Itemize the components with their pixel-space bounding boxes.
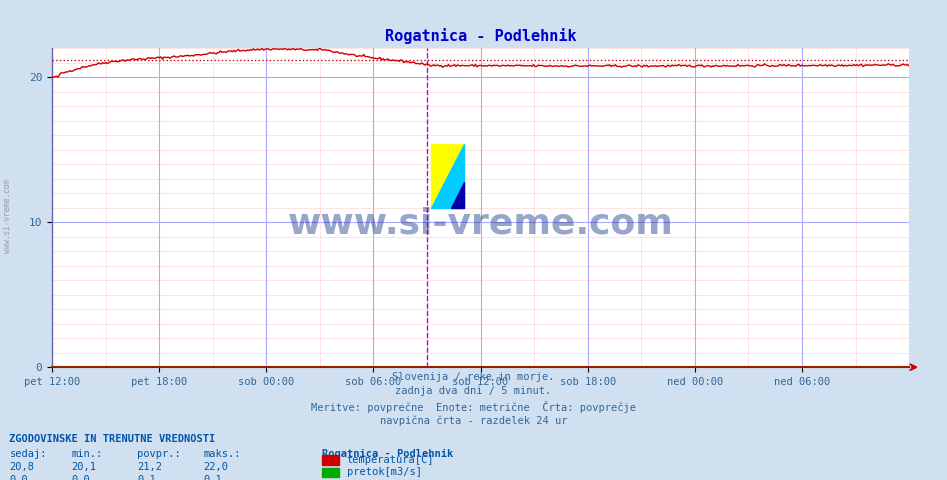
Text: 0,1: 0,1 — [204, 475, 223, 480]
Polygon shape — [451, 182, 464, 208]
Text: navpična črta - razdelek 24 ur: navpična črta - razdelek 24 ur — [380, 415, 567, 426]
Text: ZGODOVINSKE IN TRENUTNE VREDNOSTI: ZGODOVINSKE IN TRENUTNE VREDNOSTI — [9, 434, 216, 444]
Text: 20,8: 20,8 — [9, 462, 34, 472]
Text: povpr.:: povpr.: — [137, 449, 181, 459]
Text: Meritve: povprečne  Enote: metrične  Črta: povprečje: Meritve: povprečne Enote: metrične Črta:… — [311, 401, 636, 413]
Title: Rogatnica - Podlehnik: Rogatnica - Podlehnik — [384, 28, 577, 44]
Polygon shape — [431, 144, 464, 208]
Text: Rogatnica - Podlehnik: Rogatnica - Podlehnik — [322, 449, 454, 459]
Text: Slovenija / reke in morje.: Slovenija / reke in morje. — [392, 372, 555, 382]
Text: 22,0: 22,0 — [204, 462, 228, 472]
Text: 0,1: 0,1 — [137, 475, 156, 480]
Text: www.si-vreme.com: www.si-vreme.com — [288, 206, 673, 240]
Text: sedaj:: sedaj: — [9, 449, 47, 459]
Text: 0,0: 0,0 — [9, 475, 28, 480]
Text: www.si-vreme.com: www.si-vreme.com — [3, 179, 12, 253]
Text: 0,0: 0,0 — [71, 475, 90, 480]
Text: 21,2: 21,2 — [137, 462, 162, 472]
Text: min.:: min.: — [71, 449, 102, 459]
Polygon shape — [431, 144, 464, 208]
Text: pretok[m3/s]: pretok[m3/s] — [347, 468, 421, 477]
Text: zadnja dva dni / 5 minut.: zadnja dva dni / 5 minut. — [396, 386, 551, 396]
Text: temperatura[C]: temperatura[C] — [347, 455, 434, 465]
Text: maks.:: maks.: — [204, 449, 241, 459]
Text: 20,1: 20,1 — [71, 462, 96, 472]
